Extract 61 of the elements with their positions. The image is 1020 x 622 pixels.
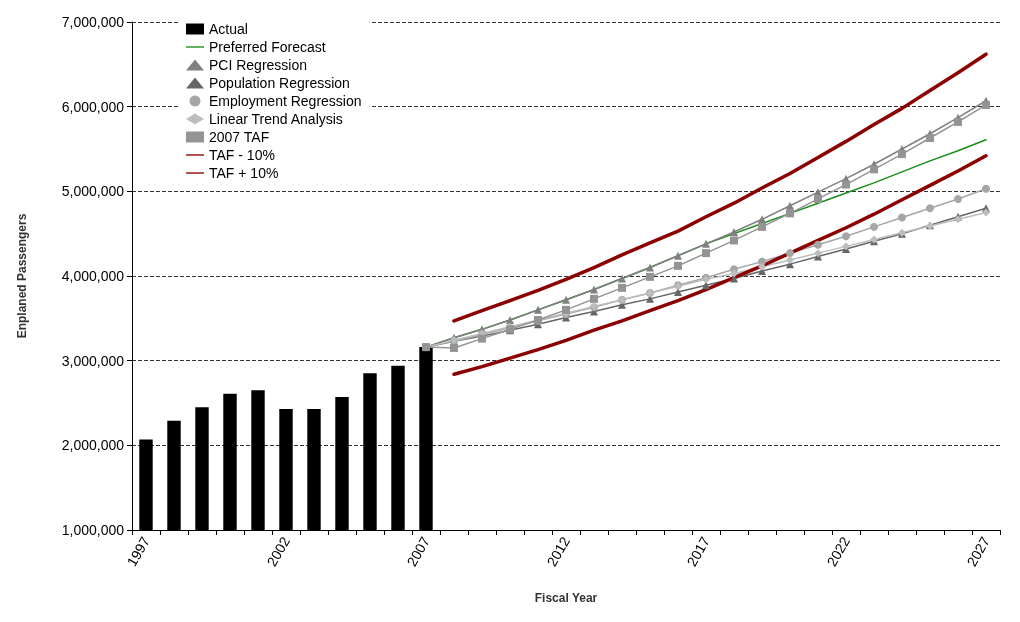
legend-label: Preferred Forecast	[209, 39, 326, 55]
point	[562, 295, 570, 304]
point	[898, 150, 906, 159]
point	[758, 262, 766, 271]
y-tick-label: 6,000,000	[61, 98, 125, 115]
point	[926, 204, 934, 213]
point	[730, 227, 738, 236]
point	[730, 269, 738, 278]
line-series	[452, 52, 988, 323]
legend-label: PCI Regression	[209, 57, 308, 73]
point	[730, 236, 738, 245]
point	[758, 222, 766, 231]
legend-label: 2007 TAF	[209, 129, 270, 145]
point	[786, 255, 794, 264]
legend-label: Employment Regression	[209, 93, 362, 109]
point	[646, 263, 654, 272]
point	[842, 180, 850, 189]
point	[590, 294, 598, 303]
point	[814, 240, 822, 249]
legend-label: TAF + 10%	[209, 165, 279, 181]
point	[786, 249, 794, 258]
x-axis-title: Fiscal Year	[534, 591, 598, 605]
point	[562, 305, 570, 314]
point	[674, 261, 682, 270]
legend-label: TAF - 10%	[209, 147, 275, 163]
point	[702, 249, 710, 258]
point	[450, 343, 458, 352]
point	[870, 222, 878, 231]
y-tick-label: 2,000,000	[61, 437, 125, 454]
point	[982, 184, 990, 193]
point	[758, 215, 766, 224]
point	[926, 133, 934, 142]
point	[898, 213, 906, 222]
point	[814, 194, 822, 203]
point	[506, 316, 514, 325]
point	[842, 232, 850, 241]
point	[618, 274, 626, 283]
point	[870, 165, 878, 174]
point	[590, 285, 598, 294]
legend-label: Actual	[209, 21, 248, 37]
point	[618, 283, 626, 292]
point	[534, 305, 542, 314]
point	[954, 117, 962, 126]
point	[646, 272, 654, 281]
point	[674, 288, 682, 297]
y-tick-label: 7,000,000	[61, 14, 125, 30]
y-tick-label: 1,000,000	[61, 522, 125, 538]
point	[954, 194, 962, 203]
y-tick-label: 3,000,000	[61, 352, 125, 369]
point	[674, 251, 682, 260]
y-tick-label: 5,000,000	[61, 183, 125, 200]
point	[786, 209, 794, 218]
point	[702, 239, 710, 248]
legend-label: Linear Trend Analysis	[209, 111, 343, 127]
point	[982, 100, 990, 109]
y-axis-title: Enplaned Passengers	[15, 213, 29, 339]
line-series	[452, 154, 988, 376]
point	[702, 281, 710, 290]
y-tick-label: 4,000,000	[61, 268, 125, 284]
point	[982, 208, 990, 217]
legend-label: Population Regression	[209, 75, 350, 91]
